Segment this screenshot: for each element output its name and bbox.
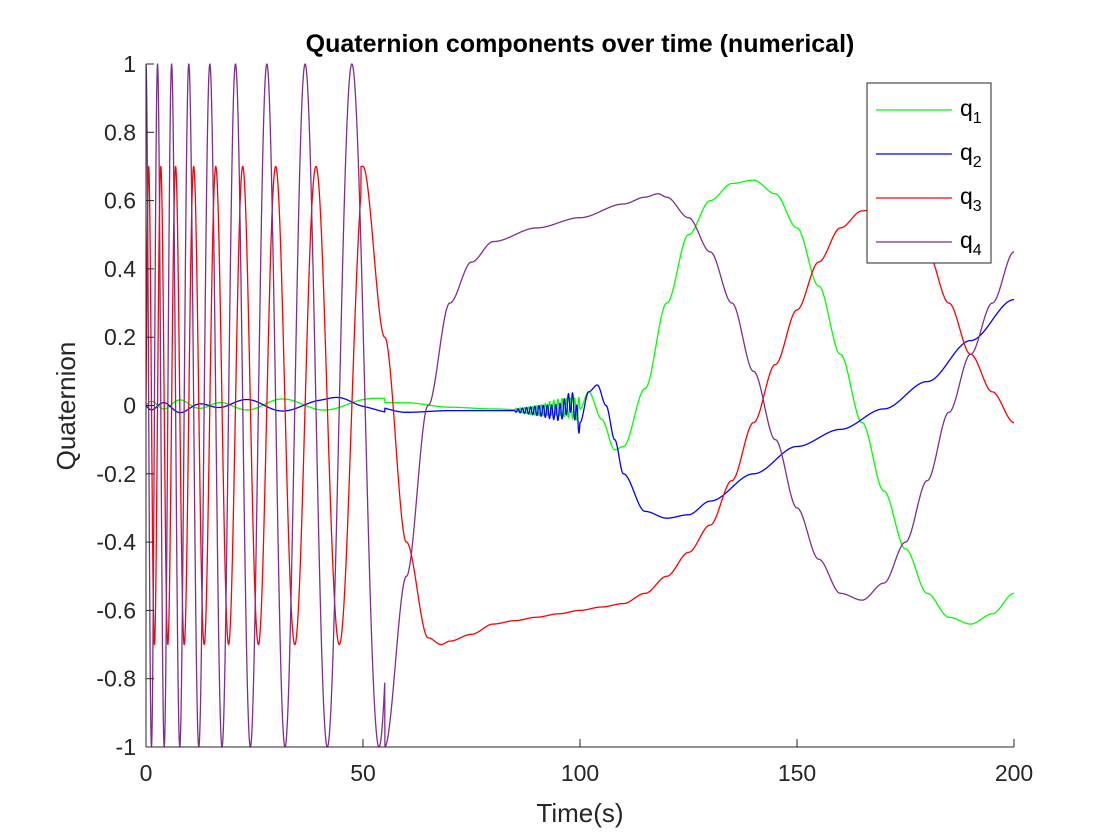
legend-label-q1: q1 bbox=[960, 95, 982, 127]
y-tick-label: 0.2 bbox=[104, 324, 136, 350]
y-axis-label: Quaternion bbox=[51, 342, 81, 471]
x-axis-label: Time(s) bbox=[536, 798, 623, 828]
legend-label-q3: q3 bbox=[960, 183, 982, 215]
y-tick-label: 0.6 bbox=[104, 188, 136, 214]
chart-title: Quaternion components over time (numeric… bbox=[306, 30, 855, 58]
series-line-q4 bbox=[146, 63, 1014, 748]
y-tick-label: -1 bbox=[116, 734, 136, 760]
y-tick-label: -0.6 bbox=[96, 597, 136, 623]
y-tick-label: 0 bbox=[123, 393, 136, 419]
y-tick-label: 0.4 bbox=[104, 256, 136, 282]
legend-label-q4: q4 bbox=[960, 227, 982, 259]
y-tick-label: 1 bbox=[123, 51, 136, 77]
y-tick-label: -0.4 bbox=[96, 529, 136, 555]
legend-label-q2: q2 bbox=[960, 139, 982, 171]
legend-box bbox=[866, 82, 992, 264]
x-tick-label: 50 bbox=[350, 760, 376, 786]
y-tick-label: -0.8 bbox=[96, 666, 136, 692]
series-line-q1 bbox=[146, 179, 1014, 625]
x-tick-label: 200 bbox=[995, 760, 1033, 786]
y-tick-label: -0.2 bbox=[96, 461, 136, 487]
x-tick-label: 0 bbox=[140, 760, 153, 786]
y-tick-label: 0.8 bbox=[104, 119, 136, 145]
x-tick-label: 150 bbox=[778, 760, 816, 786]
axes: 0 50 100 150 200 -1 -0.8 -0.6 -0.4 -0.2 0 0.2 0.4 0.6… bbox=[96, 51, 1033, 786]
x-tick-label: 100 bbox=[561, 760, 599, 786]
series-line-q2 bbox=[146, 298, 1014, 519]
legend: q1 q2 q3 q4 bbox=[866, 82, 992, 264]
